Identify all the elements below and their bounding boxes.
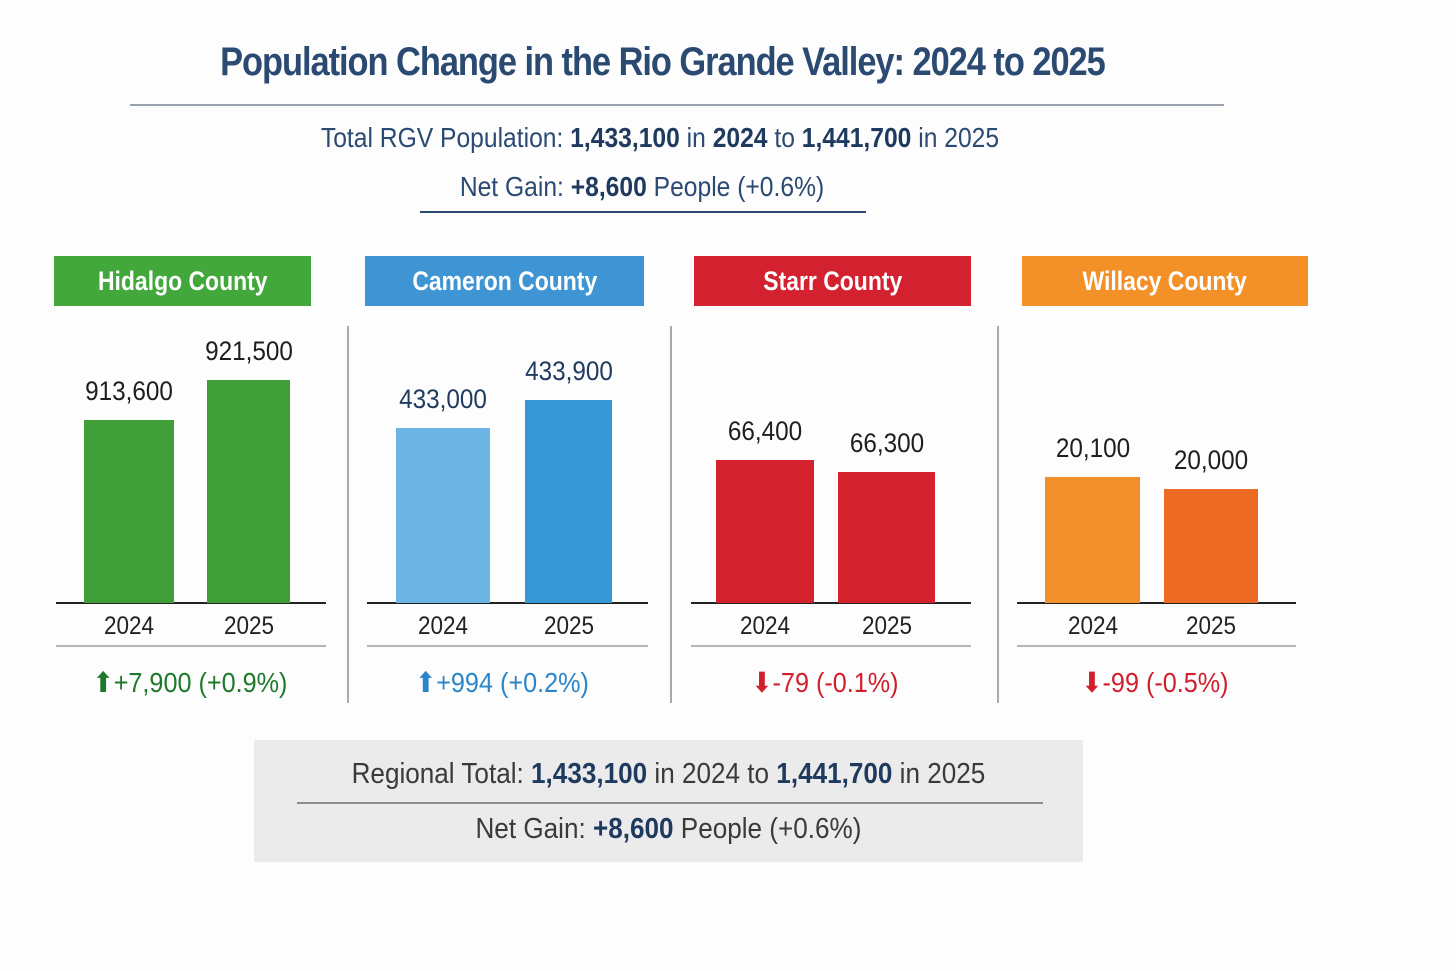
footer-text: in 2025 [899, 758, 986, 790]
footer-total-2024: 1,433,100 [531, 758, 648, 790]
bar-cameron-county-2025 [525, 400, 612, 603]
bar-value-label: 921,500 [204, 336, 293, 366]
bar-starr-county-2024 [716, 460, 814, 603]
panel-divider [997, 326, 999, 703]
net-underline [420, 211, 866, 213]
year-divider [691, 645, 971, 647]
bar-value-label: 20,100 [1055, 433, 1130, 463]
arrow-up-icon: ⬆ [92, 667, 114, 698]
hidalgo-county-header: Hidalgo County [54, 256, 311, 306]
axis-baseline [367, 602, 648, 604]
change-value: -99 (-0.5%) [1102, 667, 1229, 698]
year-divider [1017, 645, 1296, 647]
county-name: Willacy County [1082, 266, 1248, 296]
year-divider [56, 645, 326, 647]
footer-label: Regional Total: [351, 758, 524, 790]
starr-county-header: Starr County [694, 256, 971, 306]
willacy-county-header: Willacy County [1022, 256, 1308, 306]
bar-value-label: 913,600 [85, 376, 173, 406]
year-label: 2024 [417, 612, 469, 640]
bar-value-label: 433,000 [399, 384, 487, 414]
summary-text: in [918, 122, 938, 153]
panel-divider [347, 326, 349, 703]
bar-willacy-county-2024 [1045, 477, 1140, 603]
summary-text: to [774, 122, 795, 153]
change-label: ⬇-79 (-0.1%) [690, 666, 960, 699]
panel-divider [670, 326, 672, 703]
footer-net-line: Net Gain: +8,600 People (+0.6%) [295, 813, 1041, 846]
footer-net-label: Net Gain: [475, 813, 586, 845]
summary-text: in [686, 122, 706, 153]
year-label: 2025 [543, 612, 594, 640]
summary-net-line: Net Gain: +8,600 People (+0.6%) [61, 171, 1223, 203]
bar-starr-county-2025 [838, 472, 935, 603]
summary-total-2025: 1,441,700 [801, 122, 912, 153]
change-label: ⬆+994 (+0.2%) [367, 666, 637, 699]
title-divider [130, 104, 1224, 106]
year-label: 2024 [1067, 612, 1118, 640]
arrow-up-icon: ⬆ [415, 667, 437, 698]
bar-hidalgo-county-2025 [207, 380, 290, 603]
summary-total-line: Total RGV Population: 1,433,100 in 2024 … [79, 122, 1241, 154]
bar-cameron-county-2024 [396, 428, 490, 603]
county-name: Hidalgo County [97, 266, 268, 296]
footer-net-value: +8,600 [592, 813, 674, 845]
summary-year-2024: 2024 [712, 122, 768, 153]
year-label: 2024 [103, 612, 155, 640]
county-name: Cameron County [412, 266, 597, 296]
change-value: +7,900 (+0.9%) [113, 667, 288, 698]
net-value: +8,600 [570, 171, 647, 202]
axis-baseline [691, 602, 971, 604]
footer-total-2025: 1,441,700 [776, 758, 893, 790]
change-label: ⬇-99 (-0.5%) [1020, 666, 1290, 699]
net-suffix: People (+0.6%) [653, 171, 825, 202]
change-label: ⬆+7,900 (+0.9%) [55, 666, 325, 699]
year-divider [367, 645, 648, 647]
net-label: Net Gain: [459, 171, 564, 202]
bar-hidalgo-county-2024 [84, 420, 174, 603]
arrow-down-icon: ⬇ [751, 667, 773, 698]
footer-net-suffix: People (+0.6%) [680, 813, 862, 845]
regional-total-box [254, 740, 1083, 862]
change-value: -79 (-0.1%) [772, 667, 899, 698]
footer-text: in 2024 to [654, 758, 770, 790]
summary-total-2024: 1,433,100 [570, 122, 680, 153]
bar-value-label: 66,300 [849, 428, 924, 458]
change-value: +994 (+0.2%) [436, 667, 589, 698]
axis-baseline [1017, 602, 1296, 604]
axis-baseline [56, 602, 326, 604]
cameron-county-header: Cameron County [365, 256, 644, 306]
summary-label: Total RGV Population: [320, 122, 564, 153]
arrow-down-icon: ⬇ [1081, 667, 1103, 698]
bar-willacy-county-2025 [1164, 489, 1258, 603]
year-label: 2025 [861, 612, 912, 640]
year-label: 2024 [739, 612, 791, 640]
summary-year-2025: 2025 [944, 122, 1000, 153]
year-label: 2025 [1185, 612, 1237, 640]
county-name: Starr County [762, 266, 903, 296]
bar-value-label: 20,000 [1173, 445, 1249, 475]
bar-value-label: 433,900 [524, 356, 613, 386]
bar-value-label: 66,400 [727, 416, 803, 446]
year-label: 2025 [223, 612, 274, 640]
page-title: Population Change in the Rio Grande Vall… [220, 40, 1106, 84]
footer-divider [297, 802, 1043, 804]
regional-total-line: Regional Total: 1,433,100 in 2024 to 1,4… [295, 758, 1041, 791]
